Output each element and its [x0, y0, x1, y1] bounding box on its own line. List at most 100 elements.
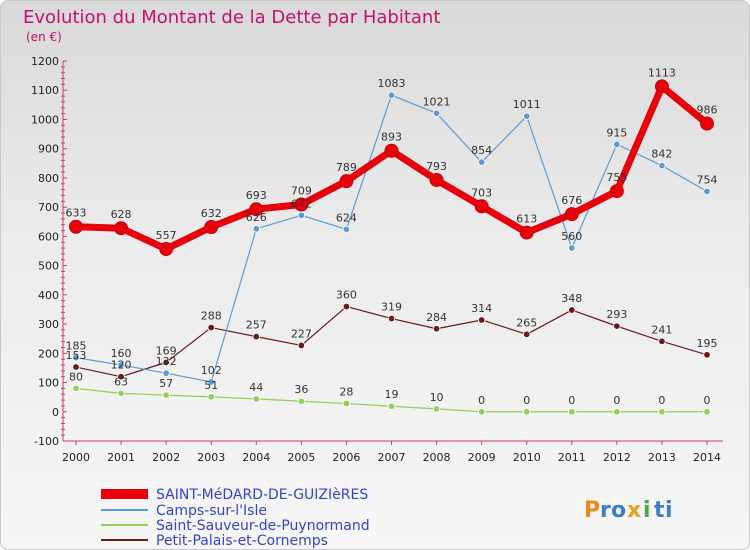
data-point: [339, 174, 354, 189]
y-tick-label: 1100: [31, 84, 59, 97]
data-label: 0: [704, 394, 711, 407]
y-tick-label: 800: [38, 172, 59, 185]
data-label: 0: [523, 394, 530, 407]
series-group-3: [72, 302, 711, 381]
data-point: [117, 389, 125, 398]
data-point: [252, 332, 260, 341]
y-tick-label: -100: [34, 435, 59, 448]
data-label: 288: [201, 310, 222, 323]
data-point: [654, 79, 669, 94]
data-point: [432, 405, 441, 413]
data-point: [429, 172, 444, 187]
data-label: 0: [478, 394, 485, 407]
data-point: [477, 316, 486, 324]
data-label: 293: [606, 308, 627, 321]
x-tick-label: 2011: [558, 451, 586, 464]
data-point: [432, 109, 441, 118]
data-point: [609, 184, 624, 199]
data-label: 241: [651, 323, 672, 336]
data-point: [294, 197, 309, 212]
data-point: [703, 187, 711, 196]
data-point: [523, 112, 531, 120]
data-label: 754: [697, 173, 718, 186]
data-label: 633: [66, 207, 87, 220]
data-label: 120: [111, 359, 132, 372]
data-point: [117, 372, 125, 381]
data-label: 1083: [378, 77, 406, 90]
data-label: 10: [430, 391, 444, 404]
y-tick-label: 300: [38, 318, 59, 331]
data-point: [342, 399, 351, 408]
data-point: [297, 211, 306, 220]
data-label: 319: [381, 301, 402, 314]
x-tick-label: 2008: [423, 451, 451, 464]
legend-label: Saint-Sauveur-de-Puynormand: [156, 518, 370, 534]
data-label: 986: [697, 104, 718, 117]
logo-letter: i: [665, 498, 673, 523]
data-label: 265: [516, 316, 537, 329]
data-point: [703, 351, 711, 359]
logo-letter: P: [584, 498, 600, 523]
data-point: [658, 161, 666, 170]
data-label: 624: [336, 211, 357, 224]
y-tick-label: 700: [38, 201, 59, 214]
data-point: [613, 408, 621, 416]
data-point: [162, 391, 170, 399]
data-label: 632: [201, 207, 222, 220]
data-label: 36: [294, 383, 308, 396]
data-point: [658, 408, 666, 416]
data-label: 28: [339, 386, 353, 399]
data-point: [207, 393, 215, 401]
data-point: [613, 322, 621, 330]
data-point: [249, 202, 264, 217]
data-point: [703, 408, 711, 416]
data-point: [387, 402, 396, 410]
data-point: [523, 408, 531, 416]
x-tick-label: 2010: [513, 451, 541, 464]
x-tick-label: 2001: [107, 451, 135, 464]
y-tick-label: 900: [38, 143, 59, 156]
data-label: 51: [204, 379, 218, 392]
data-point: [613, 140, 621, 149]
data-label: 0: [658, 394, 665, 407]
data-point: [117, 361, 125, 369]
data-point: [72, 384, 80, 393]
x-tick-label: 2014: [693, 451, 721, 464]
data-label: 0: [613, 394, 620, 407]
legend-label: Petit-Palais-et-Cornemps: [156, 533, 328, 549]
data-point: [387, 91, 396, 99]
x-tick-label: 2002: [152, 451, 180, 464]
data-label: 560: [561, 230, 582, 243]
data-label: 314: [471, 302, 492, 315]
data-label: 360: [336, 289, 357, 302]
x-tick-label: 2013: [648, 451, 676, 464]
data-point: [252, 395, 260, 403]
data-point: [432, 325, 441, 333]
data-point: [474, 199, 489, 214]
data-label: 63: [114, 375, 128, 388]
data-label: 227: [291, 327, 312, 340]
data-point: [207, 378, 215, 386]
chart-title: Evolution du Montant de la Dette par Hab…: [23, 7, 440, 28]
x-tick-label: 2006: [332, 451, 360, 464]
logo-letter: i: [643, 498, 651, 523]
data-point: [204, 220, 219, 235]
data-label: 257: [246, 319, 267, 332]
data-label: 842: [651, 148, 672, 161]
data-label: 185: [66, 340, 87, 353]
series-group-1: [72, 91, 711, 386]
x-tick-label: 2003: [197, 451, 225, 464]
data-label: 132: [156, 355, 177, 368]
data-label: 44: [249, 381, 263, 394]
data-label: 789: [336, 161, 357, 174]
data-label: 854: [471, 144, 492, 157]
data-label: 160: [111, 347, 132, 360]
data-point: [342, 302, 351, 311]
data-point: [72, 353, 80, 362]
data-label: 195: [697, 337, 718, 350]
data-point: [162, 358, 170, 367]
logo-letter: x: [627, 498, 641, 523]
x-tick-label: 2007: [378, 451, 406, 464]
